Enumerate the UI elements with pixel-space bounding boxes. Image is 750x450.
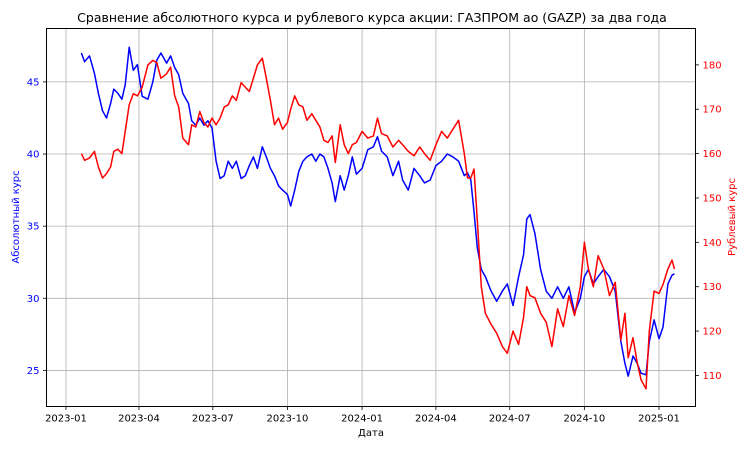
y-left-tick-label: 40: [27, 150, 40, 161]
x-tick-label: 2023-07: [192, 414, 234, 425]
y-right-tick-label: 140: [703, 238, 722, 249]
y-right-tick-label: 110: [703, 371, 722, 382]
x-tick-label: 2024-04: [415, 414, 457, 425]
x-tick-label: 2024-01: [341, 414, 383, 425]
y-left-tick-label: 25: [27, 366, 40, 377]
y-right-tick-label: 160: [703, 149, 722, 160]
x-tick-label: 2025-01: [638, 414, 680, 425]
y-axis-left: 25 30 35 40 45: [27, 77, 47, 377]
chart-title: Сравнение абсолютного курса и рублевого …: [77, 10, 667, 25]
y-right-tick-label: 170: [703, 105, 722, 116]
series-layer: [80, 46, 676, 390]
y-right-axis-label: Рублевый курс: [727, 178, 738, 256]
grid: [46, 28, 696, 407]
y-left-tick-label: 35: [27, 222, 40, 233]
x-tick-label: 2024-10: [563, 414, 605, 425]
y-right-tick-label: 150: [703, 193, 722, 204]
y-right-tick-label: 180: [703, 60, 722, 71]
x-tick-label: 2023-10: [267, 414, 309, 425]
y-left-tick-label: 30: [27, 294, 40, 305]
x-tick-label: 2023-04: [118, 414, 160, 425]
y-left-tick-label: 45: [27, 77, 40, 88]
y-left-axis-label: Абсолютный курс: [11, 170, 22, 263]
y-axis-right: 110 120 130 140 150 160 170 180: [695, 60, 722, 382]
series-line-ruble: [80, 57, 676, 390]
y-right-tick-label: 120: [703, 327, 722, 338]
y-right-tick-label: 130: [703, 282, 722, 293]
x-tick-label: 2024-07: [489, 414, 531, 425]
plot-frame: [46, 28, 696, 407]
x-axis-label: Дата: [358, 428, 384, 439]
x-axis: 2023-01 2023-04 2023-07 2023-10 2024-01 2024-…: [45, 406, 680, 425]
x-tick-label: 2023-01: [45, 414, 87, 425]
